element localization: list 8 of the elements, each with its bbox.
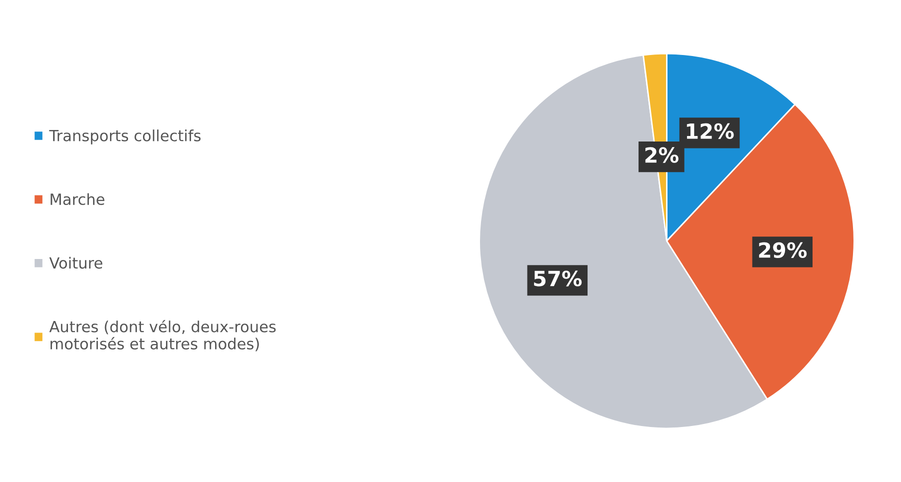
data-label: 29%: [759, 242, 807, 258]
data-label: 2%: [645, 147, 678, 163]
data-label: 12%: [686, 123, 734, 140]
legend-label: Autres (dont vélo, deux-roues motorisés et autres modes): [49, 320, 276, 352]
data-label: 57%: [534, 270, 582, 286]
legend-label: Marche: [50, 193, 104, 206]
legend-label: Transports collectifs: [49, 130, 201, 144]
legend-label: Voiture: [49, 256, 102, 269]
